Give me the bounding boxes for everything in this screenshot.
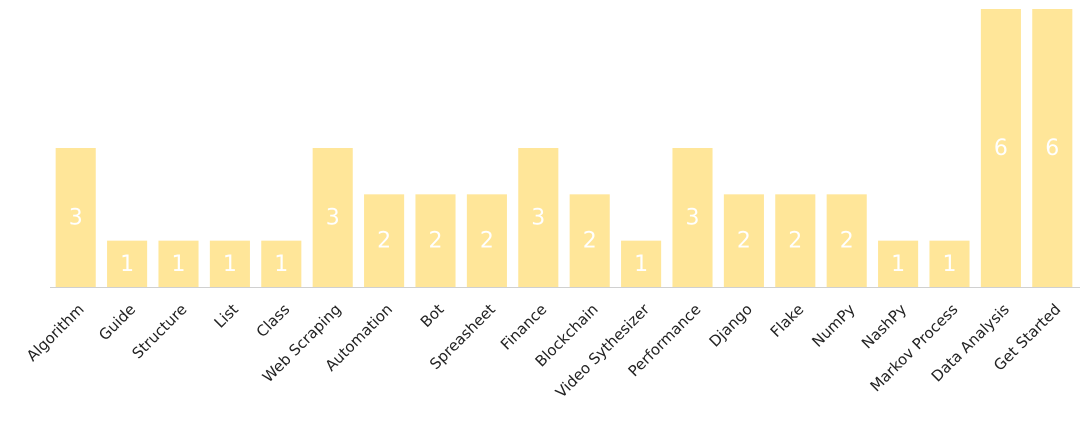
value-label: 2 xyxy=(788,229,802,254)
x-tick-label: Bot xyxy=(417,300,448,331)
bar xyxy=(364,194,405,287)
value-label: 3 xyxy=(326,206,340,231)
value-label: 3 xyxy=(69,206,83,231)
value-label: 1 xyxy=(120,252,134,277)
value-label: 2 xyxy=(480,229,494,254)
value-label: 6 xyxy=(994,136,1008,161)
bar xyxy=(723,194,764,287)
bar xyxy=(312,148,353,287)
bar xyxy=(466,194,507,287)
bar xyxy=(1032,9,1073,287)
x-tick-label: Flake xyxy=(767,300,808,341)
bar xyxy=(55,148,96,287)
bar xyxy=(621,240,662,287)
x-tick-label: Algorithm xyxy=(23,300,88,365)
bar xyxy=(518,148,559,287)
bar xyxy=(158,240,199,287)
value-label: 1 xyxy=(943,252,957,277)
value-label: 1 xyxy=(274,252,288,277)
value-label: 1 xyxy=(634,252,648,277)
value-label: 2 xyxy=(737,229,751,254)
bar xyxy=(775,194,816,287)
x-tick-label: Django xyxy=(706,300,756,350)
bar xyxy=(569,194,610,287)
x-tick-label: Guide xyxy=(95,300,139,344)
x-tick-label: Structure xyxy=(128,300,190,362)
value-label: 2 xyxy=(377,229,391,254)
x-tick-label: NumPy xyxy=(808,300,858,350)
x-tick-label: Class xyxy=(253,300,294,341)
value-label: 1 xyxy=(891,252,905,277)
value-label: 3 xyxy=(531,206,545,231)
x-tick-label: List xyxy=(211,300,242,331)
x-tick-label: NashPy xyxy=(858,300,910,352)
value-label: 2 xyxy=(840,229,854,254)
value-label: 1 xyxy=(172,252,186,277)
bar xyxy=(878,240,919,287)
bar xyxy=(415,194,456,287)
x-tick-label: Markov Process xyxy=(867,300,962,395)
bar xyxy=(672,148,713,287)
bar xyxy=(209,240,250,287)
bar xyxy=(980,9,1021,287)
bar xyxy=(929,240,970,287)
value-label: 3 xyxy=(686,206,700,231)
value-label: 2 xyxy=(583,229,597,254)
bar xyxy=(826,194,867,287)
value-label: 2 xyxy=(429,229,443,254)
bar xyxy=(107,240,148,287)
x-tick-label: Video Sythesizer xyxy=(552,300,654,402)
value-label: 6 xyxy=(1045,136,1059,161)
value-label: 1 xyxy=(223,252,237,277)
bar xyxy=(261,240,302,287)
